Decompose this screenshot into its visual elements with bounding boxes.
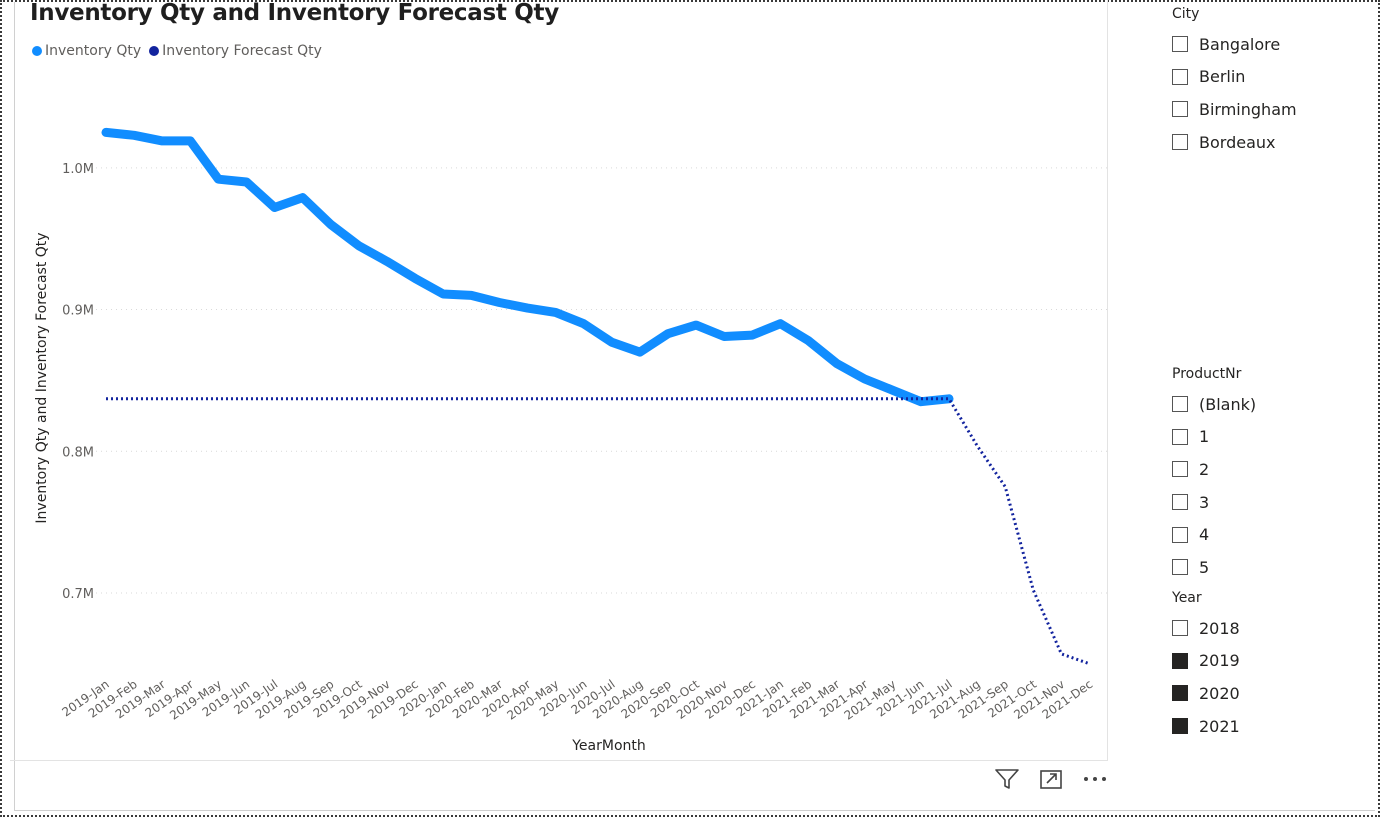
slicer-item-3[interactable]: 3 xyxy=(1172,486,1256,519)
checkbox[interactable] xyxy=(1172,461,1188,478)
legend-marker-icon xyxy=(32,46,42,56)
series-line-inventory-qty xyxy=(101,127,954,407)
slicer-item-1[interactable]: 1 xyxy=(1172,421,1256,454)
legend-item-inventory-forecast-qty[interactable]: Inventory Forecast Qty xyxy=(149,43,322,59)
slicer-item-birmingham[interactable]: Birmingham xyxy=(1172,93,1297,126)
checkbox[interactable] xyxy=(1172,494,1188,511)
slicer-item-label: Bangalore xyxy=(1199,34,1281,54)
slicer-item-2[interactable]: 2 xyxy=(1172,453,1256,486)
slicer-item-label: Berlin xyxy=(1199,67,1246,87)
focus-mode-icon[interactable] xyxy=(1038,766,1064,792)
slicer-list: (Blank) 1 2 3 4 5 xyxy=(1172,388,1256,584)
slicer-item-label: 2 xyxy=(1199,459,1210,479)
slicer-title: Year xyxy=(1172,590,1202,606)
visual-header-icons xyxy=(994,766,1108,792)
checkbox[interactable] xyxy=(1172,134,1188,151)
line-chart-visual[interactable]: 0.7M 0.8M 0.9M 1.0M Inventory Qty and Invent… xyxy=(10,0,1108,761)
legend-item-inventory-qty[interactable]: Inventory Qty xyxy=(32,43,141,59)
slicer-item-2019[interactable]: 2019 xyxy=(1172,645,1240,678)
y-tick-label: 0.9M xyxy=(62,304,94,319)
series-line-inventory-forecast-qty xyxy=(106,397,1090,666)
slicer-item-label: 2019 xyxy=(1199,651,1240,671)
chart-legend: Inventory Qty Inventory Forecast Qty xyxy=(32,43,322,59)
slicer-item-label: (Blank) xyxy=(1199,394,1257,414)
chart-title: Inventory Qty and Inventory Forecast Qty xyxy=(30,0,559,26)
checkbox[interactable] xyxy=(1172,428,1188,445)
slicer-item-label: 2018 xyxy=(1199,618,1240,638)
slicer-item-label: 4 xyxy=(1199,525,1210,545)
checkbox[interactable] xyxy=(1172,652,1188,669)
slicer-item-2020[interactable]: 2020 xyxy=(1172,677,1240,710)
slicer-item-blank[interactable]: (Blank) xyxy=(1172,388,1256,421)
y-tick-label: 0.8M xyxy=(62,445,94,460)
slicer-item-label: 1 xyxy=(1199,427,1210,447)
x-axis-title: YearMonth xyxy=(571,738,646,754)
slicer-item-label: 3 xyxy=(1199,492,1210,512)
slicer-item-2021[interactable]: 2021 xyxy=(1172,710,1240,743)
slicer-item-berlin[interactable]: Berlin xyxy=(1172,61,1297,94)
checkbox[interactable] xyxy=(1172,396,1188,413)
slicer-item-label: 2021 xyxy=(1199,716,1240,736)
year-slicer: Year 2018 2019 2020 2021 xyxy=(1172,590,1240,742)
checkbox[interactable] xyxy=(1172,36,1188,53)
line-chart: 0.7M 0.8M 0.9M 1.0M Inventory Qty and Invent… xyxy=(34,127,1107,754)
checkbox[interactable] xyxy=(1172,526,1188,543)
y-tick-label: 1.0M xyxy=(62,162,94,177)
slicer-item-label: 5 xyxy=(1199,557,1210,577)
filter-icon[interactable] xyxy=(994,766,1020,792)
checkbox[interactable] xyxy=(1172,685,1188,702)
slicer-item-bangalore[interactable]: Bangalore xyxy=(1172,28,1297,61)
slicer-item-5[interactable]: 5 xyxy=(1172,551,1256,584)
slicer-item-bordeaux[interactable]: Bordeaux xyxy=(1172,126,1297,159)
slicer-item-label: Bordeaux xyxy=(1199,132,1276,152)
slicer-item-label: 2020 xyxy=(1199,683,1240,703)
y-axis-title: Inventory Qty and Inventory Forecast Qty xyxy=(34,232,50,523)
slicer-list: 2018 2019 2020 2021 xyxy=(1172,612,1240,742)
checkbox[interactable] xyxy=(1172,559,1188,576)
checkbox[interactable] xyxy=(1172,718,1188,735)
legend-label: Inventory Qty xyxy=(45,43,142,59)
y-tick-label: 0.7M xyxy=(62,587,94,602)
slicer-item-label: Birmingham xyxy=(1199,99,1297,119)
productnr-slicer: ProductNr (Blank) 1 2 3 4 5 xyxy=(1172,366,1256,584)
checkbox[interactable] xyxy=(1172,620,1188,637)
city-slicer: City Bangalore Berlin Birmingham Bordeaux xyxy=(1172,6,1297,158)
legend-label: Inventory Forecast Qty xyxy=(162,43,322,59)
more-options-icon[interactable] xyxy=(1082,766,1108,792)
slicer-title: City xyxy=(1172,6,1200,22)
slicer-item-4[interactable]: 4 xyxy=(1172,518,1256,551)
slicer-item-2018[interactable]: 2018 xyxy=(1172,612,1240,645)
slicer-title: ProductNr xyxy=(1172,366,1242,382)
checkbox[interactable] xyxy=(1172,68,1188,85)
slicer-list: Bangalore Berlin Birmingham Bordeaux xyxy=(1172,28,1297,158)
page-frame xyxy=(14,2,1375,811)
legend-marker-icon xyxy=(149,46,160,56)
checkbox[interactable] xyxy=(1172,101,1188,118)
